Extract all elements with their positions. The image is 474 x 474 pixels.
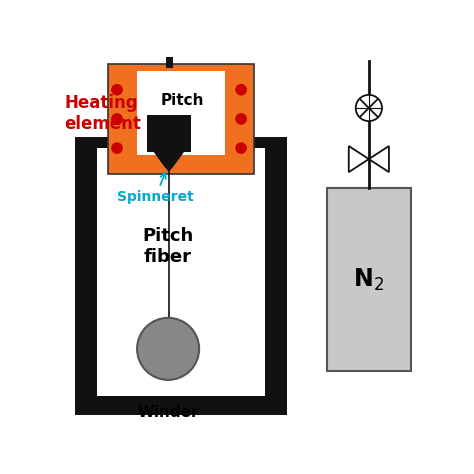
Text: Heating
element: Heating element (64, 94, 141, 133)
Circle shape (111, 113, 123, 125)
Bar (327, 188, 411, 371)
Text: Spinneret: Spinneret (117, 173, 194, 204)
Polygon shape (154, 152, 184, 172)
Bar (147, 115, 191, 152)
Text: Winder: Winder (137, 405, 199, 420)
Circle shape (235, 142, 247, 154)
Bar (97, 148, 265, 396)
Circle shape (356, 95, 382, 121)
Circle shape (137, 318, 199, 380)
Circle shape (235, 84, 247, 96)
Text: N$_2$: N$_2$ (354, 266, 384, 292)
Bar (75, 137, 287, 415)
Text: Pitch
fiber: Pitch fiber (143, 227, 194, 266)
Polygon shape (349, 146, 369, 172)
Polygon shape (369, 146, 389, 172)
Text: Pitch: Pitch (161, 93, 204, 108)
Circle shape (235, 113, 247, 125)
Circle shape (111, 142, 123, 154)
Bar (108, 64, 254, 173)
Bar (137, 72, 225, 155)
Circle shape (111, 84, 123, 96)
